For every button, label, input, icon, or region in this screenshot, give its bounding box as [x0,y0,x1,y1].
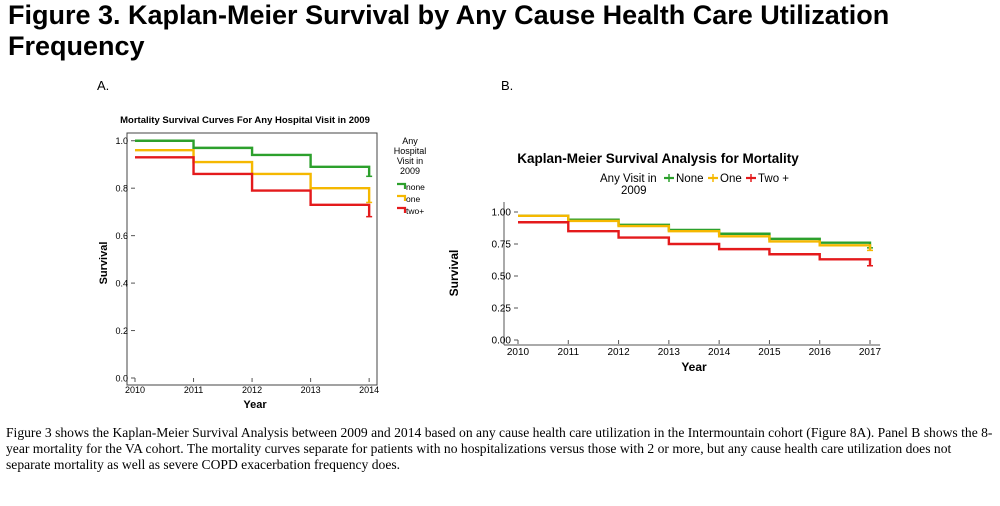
y-tick-label: 0.8 [115,184,128,194]
figure-title: Figure 3. Kaplan-Meier Survival by Any C… [8,0,890,61]
chart-a-legend-label: two+ [406,206,424,216]
chart-a-legend-label: one [406,194,420,204]
figure-caption: Figure 3 shows the Kaplan-Meier Survival… [6,425,993,473]
x-tick-label: 2011 [558,347,580,358]
chart-a-legend-title-line: Hospital [394,146,427,156]
chart-a: Mortality Survival Curves For Any Hospit… [98,115,427,411]
chart-a-ylabel: Survival [98,242,110,285]
chart-a-legend-label: none [406,182,425,192]
y-tick-label: 0.75 [492,240,512,251]
y-tick-label: 0.00 [492,336,512,347]
series-line-two [518,221,872,266]
x-tick-label: 2012 [242,385,262,395]
y-tick-label: 1.0 [115,136,128,146]
chart-b-legend-label: One [720,173,742,185]
chart-b-xlabel: Year [681,360,707,374]
chart-a-xlabel: Year [243,399,267,411]
chart-b-legend-title-line: 2009 [621,185,647,197]
y-tick-label: 0.2 [115,326,128,336]
chart-a-title: Mortality Survival Curves For Any Hospit… [120,115,370,126]
series-line-two [135,156,371,217]
chart-b-legend-label: Two + [758,173,789,185]
chart-a-legend-swatch [397,194,407,201]
x-tick-label: 2014 [708,347,731,358]
chart-a-legend-swatch [397,182,407,189]
y-tick-label: 1.00 [492,208,512,219]
y-tick-label: 0.25 [492,304,512,315]
y-tick-label: 0.50 [492,272,512,283]
x-tick-label: 2015 [758,347,781,358]
x-tick-label: 2010 [125,385,145,395]
y-tick-label: 0.6 [115,231,128,241]
chart-a-legend-title-line: Any [402,136,418,146]
chart-b: Kaplan-Meier Survival Analysis for Morta… [447,151,882,374]
x-tick-label: 2012 [607,347,630,358]
x-tick-label: 2011 [184,385,203,395]
panel-a-label: A. [97,78,110,93]
chart-a-legend-title-line: Visit in [397,156,423,166]
chart-a-plot-frame [126,132,378,386]
chart-a-legend-title-line: 2009 [400,166,420,176]
x-tick-label: 2013 [658,347,681,358]
x-tick-label: 2017 [859,347,882,358]
x-tick-label: 2010 [507,347,530,358]
chart-b-legend-title-line: Any Visit in [600,173,657,185]
panel-b-label: B. [501,78,514,93]
series-line-one [518,214,872,251]
x-tick-label: 2014 [359,385,379,395]
chart-a-legend-swatch [397,206,407,213]
chart-b-title: Kaplan-Meier Survival Analysis for Morta… [517,151,799,166]
x-tick-label: 2016 [809,347,832,358]
chart-b-ylabel: Survival [447,250,461,297]
y-tick-label: 0.0 [115,374,128,384]
chart-b-legend-label: None [676,173,704,185]
y-tick-label: 0.4 [115,279,128,289]
x-tick-label: 2013 [301,385,321,395]
series-line-none [135,139,371,177]
